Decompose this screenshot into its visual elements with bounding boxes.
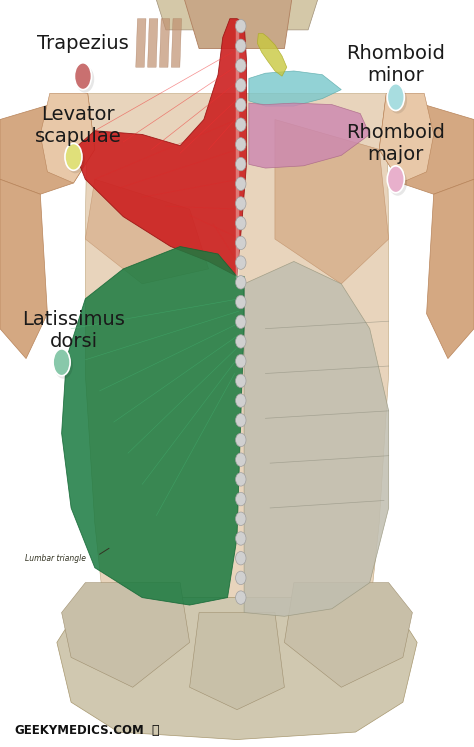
Polygon shape — [136, 19, 146, 67]
Ellipse shape — [236, 59, 246, 72]
Ellipse shape — [236, 276, 246, 289]
Text: Levator
scapulae: Levator scapulae — [35, 105, 122, 146]
Ellipse shape — [236, 354, 246, 368]
Ellipse shape — [236, 453, 246, 466]
Ellipse shape — [236, 118, 246, 131]
Polygon shape — [147, 19, 158, 67]
Polygon shape — [73, 19, 246, 276]
Polygon shape — [57, 598, 417, 740]
Polygon shape — [85, 179, 209, 284]
Polygon shape — [249, 71, 341, 106]
Text: Rhomboid
minor: Rhomboid minor — [346, 45, 445, 85]
Ellipse shape — [236, 414, 246, 427]
Ellipse shape — [236, 315, 246, 329]
Polygon shape — [427, 179, 474, 359]
Ellipse shape — [236, 256, 246, 270]
Ellipse shape — [236, 532, 246, 545]
Ellipse shape — [388, 169, 407, 196]
Text: Rhomboid
major: Rhomboid major — [346, 123, 445, 164]
Text: Trapezius: Trapezius — [37, 34, 129, 53]
Ellipse shape — [75, 66, 94, 93]
Ellipse shape — [236, 158, 246, 171]
Ellipse shape — [236, 571, 246, 585]
Ellipse shape — [236, 591, 246, 604]
Polygon shape — [379, 93, 474, 194]
Polygon shape — [85, 93, 389, 672]
Text: GEEKYMEDICS.COM: GEEKYMEDICS.COM — [14, 725, 144, 737]
Polygon shape — [257, 34, 287, 76]
Ellipse shape — [236, 473, 246, 486]
Polygon shape — [159, 19, 170, 67]
Polygon shape — [171, 19, 182, 67]
Ellipse shape — [236, 512, 246, 525]
Circle shape — [65, 143, 82, 170]
Ellipse shape — [54, 352, 73, 379]
Ellipse shape — [388, 87, 407, 114]
Ellipse shape — [66, 146, 85, 173]
Ellipse shape — [236, 217, 246, 230]
Polygon shape — [190, 613, 284, 710]
Ellipse shape — [236, 551, 246, 565]
Polygon shape — [275, 120, 389, 284]
Ellipse shape — [236, 433, 246, 447]
Polygon shape — [62, 247, 244, 605]
Polygon shape — [379, 93, 434, 183]
Polygon shape — [180, 0, 294, 49]
Text: 🧠: 🧠 — [152, 725, 159, 737]
Polygon shape — [62, 583, 190, 687]
Ellipse shape — [236, 492, 246, 506]
Polygon shape — [244, 261, 389, 616]
Polygon shape — [152, 0, 322, 30]
Ellipse shape — [236, 39, 246, 52]
Ellipse shape — [236, 394, 246, 407]
Circle shape — [74, 63, 91, 90]
Ellipse shape — [236, 196, 246, 210]
Ellipse shape — [236, 78, 246, 92]
Text: Lumbar triangle: Lumbar triangle — [25, 554, 86, 563]
Circle shape — [53, 349, 70, 376]
Ellipse shape — [236, 374, 246, 388]
Circle shape — [387, 84, 404, 111]
Polygon shape — [249, 103, 370, 168]
Text: Latissimus
dorsi: Latissimus dorsi — [22, 310, 125, 350]
Ellipse shape — [236, 99, 246, 112]
Ellipse shape — [236, 236, 246, 249]
Ellipse shape — [236, 295, 246, 309]
Ellipse shape — [236, 335, 246, 348]
Polygon shape — [0, 179, 47, 359]
Polygon shape — [284, 583, 412, 687]
Ellipse shape — [236, 19, 246, 33]
Polygon shape — [40, 93, 95, 183]
Polygon shape — [0, 93, 95, 194]
Circle shape — [387, 166, 404, 193]
Ellipse shape — [236, 137, 246, 151]
Ellipse shape — [236, 177, 246, 190]
